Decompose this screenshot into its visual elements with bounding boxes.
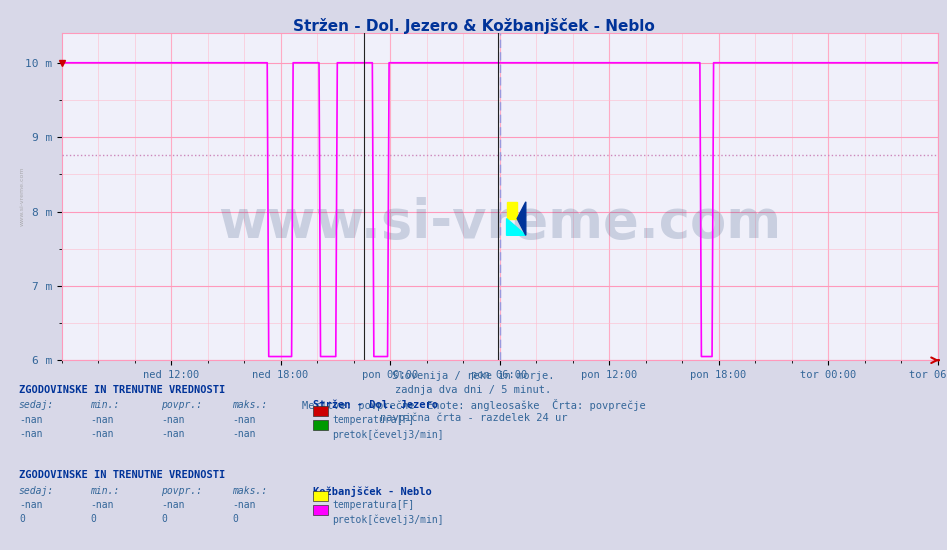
Text: Stržen - Dol. Jezero & Kožbanjšček - Neblo: Stržen - Dol. Jezero & Kožbanjšček - Neb… <box>293 18 654 35</box>
Text: Slovenija / reke in morje.: Slovenija / reke in morje. <box>392 371 555 381</box>
Text: pretok[čevelj3/min]: pretok[čevelj3/min] <box>332 514 444 525</box>
Text: www.si-vreme.com: www.si-vreme.com <box>218 197 781 249</box>
Text: -nan: -nan <box>90 500 114 510</box>
Text: 0: 0 <box>90 514 96 524</box>
Text: Meritve: povprečne  Enote: angleosaške  Črta: povprečje: Meritve: povprečne Enote: angleosaške Čr… <box>302 399 645 411</box>
Text: ZGODOVINSKE IN TRENUTNE VREDNOSTI: ZGODOVINSKE IN TRENUTNE VREDNOSTI <box>19 470 225 480</box>
Text: 0: 0 <box>232 514 238 524</box>
Text: -nan: -nan <box>90 429 114 439</box>
Text: povpr.:: povpr.: <box>161 400 202 410</box>
Text: maks.:: maks.: <box>232 400 267 410</box>
Text: povpr.:: povpr.: <box>161 486 202 496</box>
Text: temperatura[F]: temperatura[F] <box>332 500 415 510</box>
Text: Stržen - Dol. Jezero: Stržen - Dol. Jezero <box>313 400 438 410</box>
Text: -nan: -nan <box>232 500 256 510</box>
Text: min.:: min.: <box>90 400 119 410</box>
Text: -nan: -nan <box>19 429 43 439</box>
Text: sedaj:: sedaj: <box>19 400 54 410</box>
Text: -nan: -nan <box>19 500 43 510</box>
Text: -nan: -nan <box>232 429 256 439</box>
Text: -nan: -nan <box>161 429 185 439</box>
Polygon shape <box>507 218 526 235</box>
Text: temperatura[F]: temperatura[F] <box>332 415 415 425</box>
Text: 0: 0 <box>161 514 167 524</box>
Text: sedaj:: sedaj: <box>19 486 54 496</box>
Text: -nan: -nan <box>161 500 185 510</box>
Text: Kožbanjšček - Neblo: Kožbanjšček - Neblo <box>313 486 431 497</box>
Text: www.si-vreme.com: www.si-vreme.com <box>20 167 25 227</box>
Text: pretok[čevelj3/min]: pretok[čevelj3/min] <box>332 429 444 439</box>
Text: -nan: -nan <box>19 415 43 425</box>
Text: -nan: -nan <box>232 415 256 425</box>
Polygon shape <box>517 202 526 235</box>
Text: 0: 0 <box>19 514 25 524</box>
Text: ZGODOVINSKE IN TRENUTNE VREDNOSTI: ZGODOVINSKE IN TRENUTNE VREDNOSTI <box>19 385 225 395</box>
Text: navpična črta - razdelek 24 ur: navpična črta - razdelek 24 ur <box>380 412 567 423</box>
Bar <box>507 202 517 218</box>
Text: maks.:: maks.: <box>232 486 267 496</box>
Text: min.:: min.: <box>90 486 119 496</box>
Text: -nan: -nan <box>161 415 185 425</box>
Text: zadnja dva dni / 5 minut.: zadnja dva dni / 5 minut. <box>396 385 551 395</box>
Text: -nan: -nan <box>90 415 114 425</box>
